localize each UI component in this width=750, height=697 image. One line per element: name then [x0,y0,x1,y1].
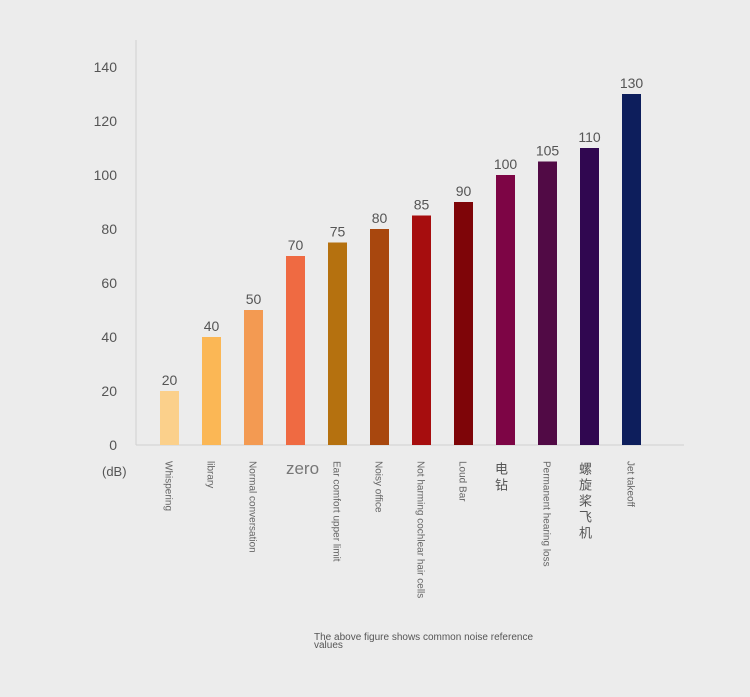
value-label: 80 [372,210,388,226]
category-label: Jet takeoff [625,461,636,507]
bar [328,242,347,445]
y-tick-label: 60 [101,275,117,291]
y-tick-label: 40 [101,329,117,345]
category-label: Ear comfort upper limit [331,461,342,562]
value-labels: 20 40 50 70 75 80 85 90 100 105 110 130 [162,75,644,388]
category-labels: Whispering library Normal conversation zero… [163,459,636,598]
y-tick-label: 140 [94,59,118,75]
y-tick-label: 80 [101,221,117,237]
value-label: 90 [456,183,472,199]
bar [370,229,389,445]
bars-group [160,94,641,445]
bar [538,161,557,445]
value-label: 40 [204,318,220,334]
category-label: Normal conversation [247,461,258,553]
y-tick-label: 20 [101,383,117,399]
y-unit-label: (dB) [102,464,127,479]
category-label: zero [286,459,319,478]
bar [202,337,221,445]
value-label: 70 [288,237,304,253]
category-label: Permanent hearing loss [541,461,552,567]
y-tick-label: 120 [94,113,118,129]
value-label: 110 [578,129,601,145]
value-label: 20 [162,372,178,388]
bar [286,256,305,445]
bar [622,94,641,445]
value-label: 130 [620,75,644,91]
category-label: 电钻 [492,462,508,494]
category-label: 螺旋桨飞机 [576,462,592,542]
bar [496,175,515,445]
value-label: 100 [494,156,518,172]
category-label: Noisy office [373,461,384,513]
value-label: 50 [246,291,262,307]
value-label: 75 [330,224,346,240]
bar [244,310,263,445]
value-label: 105 [536,143,560,159]
category-label: library [205,461,216,488]
y-tick-label: 0 [109,437,117,453]
figure-caption: The above figure shows common noise refe… [314,632,534,651]
bar [160,391,179,445]
bar [412,215,431,445]
category-label: Not harming cochlear hair cells [415,461,426,598]
bar [454,202,473,445]
y-tick-label: 100 [94,167,118,183]
y-tick-labels: 0 20 40 60 80 100 120 140 [94,59,118,453]
category-label: Loud Bar [457,461,468,502]
bar [580,148,599,445]
value-label: 85 [414,197,430,213]
category-label: Whispering [163,461,174,511]
